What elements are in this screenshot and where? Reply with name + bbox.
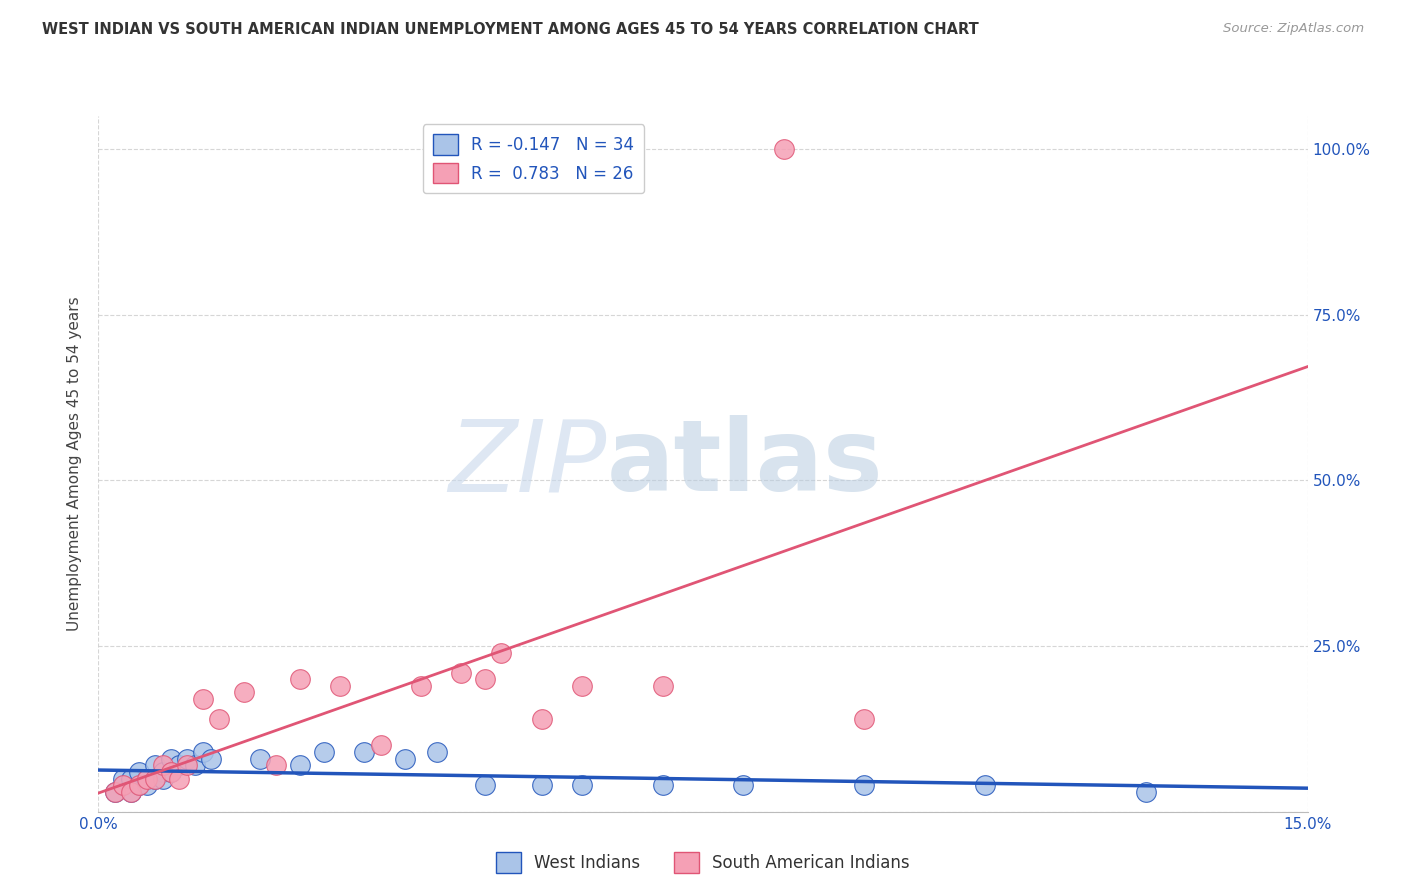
Point	[167, 758, 190, 772]
Point	[128, 778, 150, 792]
Point	[530, 712, 553, 726]
Point	[120, 785, 142, 799]
Point	[733, 778, 755, 792]
Point	[249, 752, 271, 766]
Point	[409, 679, 432, 693]
Point	[152, 758, 174, 772]
Point	[353, 745, 375, 759]
Point	[1135, 785, 1157, 799]
Legend: R = -0.147   N = 34, R =  0.783   N = 26: R = -0.147 N = 34, R = 0.783 N = 26	[423, 124, 644, 194]
Y-axis label: Unemployment Among Ages 45 to 54 years: Unemployment Among Ages 45 to 54 years	[67, 296, 83, 632]
Point	[200, 752, 222, 766]
Point	[111, 772, 134, 786]
Legend: West Indians, South American Indians: West Indians, South American Indians	[489, 846, 917, 880]
Point	[160, 764, 183, 779]
Point	[208, 712, 231, 726]
Point	[329, 679, 352, 693]
Point	[474, 672, 496, 686]
Point	[143, 772, 166, 786]
Point	[128, 764, 150, 779]
Point	[450, 665, 472, 680]
Point	[160, 752, 183, 766]
Point	[103, 785, 125, 799]
Point	[120, 785, 142, 799]
Point	[232, 685, 254, 699]
Point	[160, 764, 183, 779]
Point	[111, 778, 134, 792]
Point	[651, 778, 673, 792]
Point	[135, 772, 157, 786]
Point	[152, 764, 174, 779]
Point	[491, 646, 513, 660]
Point	[571, 679, 593, 693]
Point	[111, 778, 134, 792]
Point	[370, 739, 392, 753]
Point	[135, 778, 157, 792]
Text: atlas: atlas	[606, 416, 883, 512]
Point	[152, 772, 174, 786]
Point	[426, 745, 449, 759]
Point	[288, 758, 311, 772]
Point	[474, 778, 496, 792]
Point	[193, 692, 215, 706]
Text: Source: ZipAtlas.com: Source: ZipAtlas.com	[1223, 22, 1364, 36]
Point	[264, 758, 287, 772]
Point	[394, 752, 416, 766]
Point	[288, 672, 311, 686]
Point	[184, 758, 207, 772]
Text: WEST INDIAN VS SOUTH AMERICAN INDIAN UNEMPLOYMENT AMONG AGES 45 TO 54 YEARS CORR: WEST INDIAN VS SOUTH AMERICAN INDIAN UNE…	[42, 22, 979, 37]
Point	[530, 778, 553, 792]
Point	[120, 772, 142, 786]
Point	[853, 778, 876, 792]
Point	[571, 778, 593, 792]
Text: ZIP: ZIP	[449, 416, 606, 512]
Point	[103, 785, 125, 799]
Point	[176, 752, 198, 766]
Point	[193, 745, 215, 759]
Point	[143, 758, 166, 772]
Point	[143, 772, 166, 786]
Point	[974, 778, 997, 792]
Point	[772, 142, 794, 156]
Point	[176, 758, 198, 772]
Point	[135, 772, 157, 786]
Point	[128, 778, 150, 792]
Point	[167, 772, 190, 786]
Point	[853, 712, 876, 726]
Point	[314, 745, 336, 759]
Point	[651, 679, 673, 693]
